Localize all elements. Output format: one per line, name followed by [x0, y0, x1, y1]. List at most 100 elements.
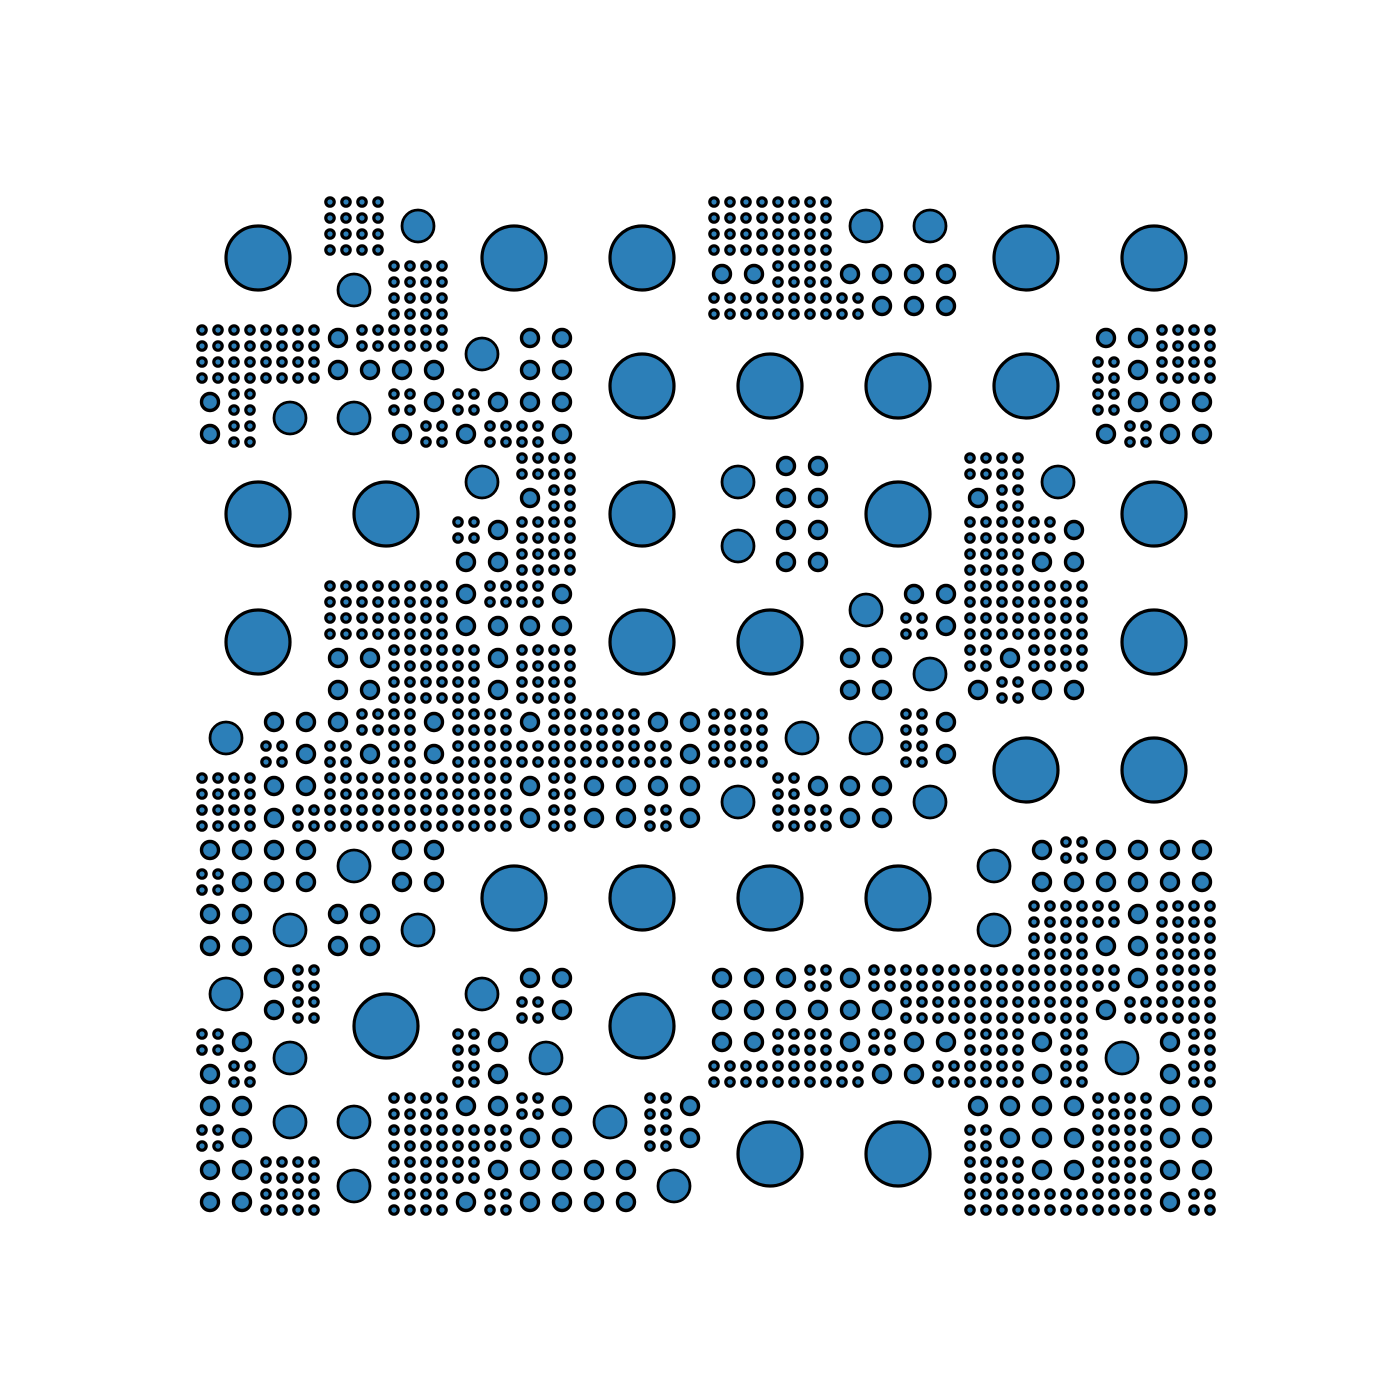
- circle-lvl4: [500, 740, 512, 752]
- circle-lvl4: [996, 1028, 1008, 1040]
- circle-lvl4: [1108, 1204, 1120, 1216]
- circle-lvl4: [452, 1028, 464, 1040]
- circle-lvl4: [308, 356, 320, 368]
- circle-lvl4: [1060, 612, 1072, 624]
- circle-lvl3: [231, 1159, 253, 1181]
- circle-lvl4: [532, 516, 544, 528]
- circle-lvl4: [356, 708, 368, 720]
- circle-lvl3: [839, 807, 861, 829]
- circle-lvl4: [980, 1060, 992, 1072]
- circle-lvl4: [292, 996, 304, 1008]
- circle-lvl3: [775, 487, 797, 509]
- circle-lvl4: [772, 244, 784, 256]
- circle-lvl4: [420, 420, 432, 432]
- circle-lvl4: [1028, 516, 1040, 528]
- circle-lvl4: [1156, 1012, 1168, 1024]
- circle-lvl4: [660, 820, 672, 832]
- circle-lvl4: [388, 756, 400, 768]
- circle-lvl4: [964, 612, 976, 624]
- circle-lvl4: [964, 980, 976, 992]
- circle-lvl1: [608, 224, 676, 292]
- circle-lvl4: [516, 644, 528, 656]
- circle-lvl4: [916, 964, 928, 976]
- circle-lvl4: [1060, 1076, 1072, 1088]
- circle-lvl4: [244, 404, 256, 416]
- circle-lvl4: [212, 788, 224, 800]
- circle-lvl3: [807, 775, 829, 797]
- circle-lvl4: [1204, 948, 1216, 960]
- circle-lvl4: [1188, 324, 1200, 336]
- circle-lvl4: [1092, 916, 1104, 928]
- circle-lvl3: [1031, 1127, 1053, 1149]
- circle-lvl4: [196, 356, 208, 368]
- circle-lvl3: [583, 807, 605, 829]
- circle-lvl4: [308, 820, 320, 832]
- circle-lvl4: [900, 740, 912, 752]
- circle-lvl4: [532, 596, 544, 608]
- circle-lvl4: [420, 676, 432, 688]
- circle-lvl4: [1044, 596, 1056, 608]
- circle-lvl4: [420, 644, 432, 656]
- circle-lvl4: [292, 324, 304, 336]
- circle-lvl4: [644, 1092, 656, 1104]
- circle-lvl3: [583, 775, 605, 797]
- circle-lvl3: [1159, 1191, 1181, 1213]
- circle-lvl4: [660, 1108, 672, 1120]
- circle-lvl4: [772, 772, 784, 784]
- circle-lvl4: [756, 1076, 768, 1088]
- circle-lvl4: [1028, 996, 1040, 1008]
- circle-lvl3: [999, 1127, 1021, 1149]
- circle-lvl4: [1108, 964, 1120, 976]
- circle-lvl4: [404, 1124, 416, 1136]
- circle-lvl4: [788, 788, 800, 800]
- circle-lvl4: [1092, 1172, 1104, 1184]
- circle-lvl4: [244, 340, 256, 352]
- circle-lvl4: [1060, 596, 1072, 608]
- circle-lvl4: [500, 756, 512, 768]
- circle-lvl3: [359, 679, 381, 701]
- circle-lvl4: [740, 292, 752, 304]
- circle-lvl4: [388, 580, 400, 592]
- circle-lvl4: [1076, 836, 1088, 848]
- circle-lvl4: [1092, 1092, 1104, 1104]
- circle-lvl4: [420, 1140, 432, 1152]
- circle-lvl4: [996, 1060, 1008, 1072]
- circle-lvl3: [1159, 1127, 1181, 1149]
- circle-lvl4: [388, 388, 400, 400]
- circle-lvl3: [967, 679, 989, 701]
- circle-lvl4: [1044, 532, 1056, 544]
- circle-lvl4: [1076, 996, 1088, 1008]
- circle-lvl4: [548, 516, 560, 528]
- circle-lvl4: [548, 564, 560, 576]
- circle-lvl4: [196, 1044, 208, 1056]
- circle-lvl3: [455, 423, 477, 445]
- circle-lvl4: [244, 772, 256, 784]
- circle-lvl4: [420, 1108, 432, 1120]
- circle-lvl4: [1092, 900, 1104, 912]
- circle-lvl4: [1044, 660, 1056, 672]
- circle-lvl4: [260, 324, 272, 336]
- circle-lvl4: [980, 964, 992, 976]
- circle-lvl3: [327, 647, 349, 669]
- circle-lvl4: [420, 596, 432, 608]
- circle-lvl4: [1044, 996, 1056, 1008]
- circle-lvl4: [980, 596, 992, 608]
- circle-lvl4: [932, 1012, 944, 1024]
- circle-lvl4: [1012, 1188, 1024, 1200]
- circle-lvl4: [708, 196, 720, 208]
- circle-lvl4: [1028, 532, 1040, 544]
- circle-lvl3: [295, 871, 317, 893]
- circle-lvl4: [1092, 1188, 1104, 1200]
- circle-lvl4: [1204, 372, 1216, 384]
- circle-lvl2: [848, 208, 884, 244]
- circle-lvl4: [324, 740, 336, 752]
- circle-lvl3: [359, 743, 381, 765]
- circle-lvl4: [324, 244, 336, 256]
- circle-lvl4: [1156, 996, 1168, 1008]
- circle-lvl4: [436, 1108, 448, 1120]
- circle-lvl2: [208, 720, 244, 756]
- circle-lvl4: [276, 1188, 288, 1200]
- circle-lvl4: [980, 612, 992, 624]
- circle-lvl4: [804, 292, 816, 304]
- circle-lvl4: [468, 692, 480, 704]
